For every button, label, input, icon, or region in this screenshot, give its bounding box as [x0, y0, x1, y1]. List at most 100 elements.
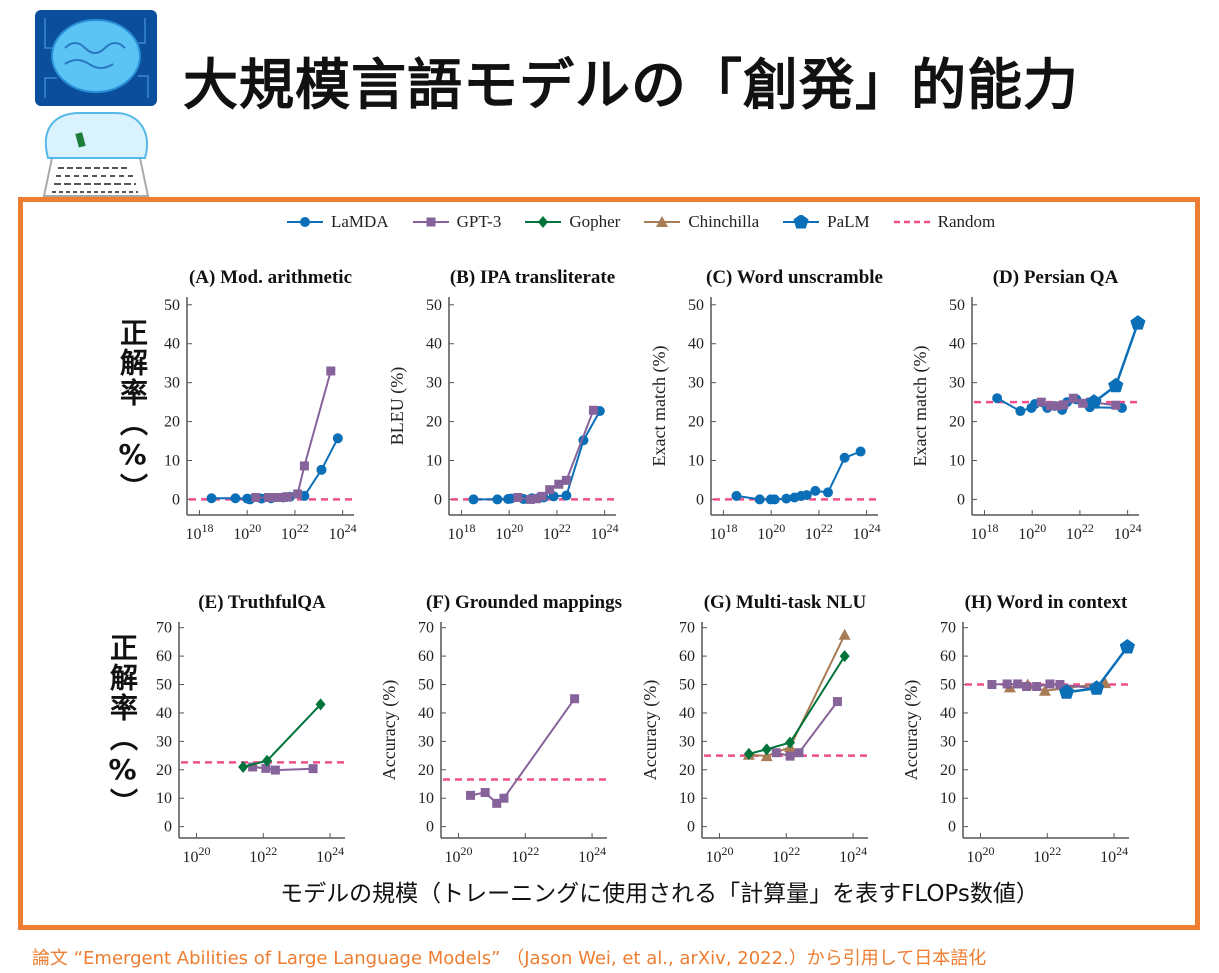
panel-title: (E) TruthfulQA	[198, 592, 326, 613]
y-tick-label: 40	[940, 705, 956, 722]
legend-label: Chinchilla	[688, 212, 760, 231]
legend-swatch	[287, 217, 323, 227]
panel-title: (G) Multi-task NLU	[704, 592, 867, 613]
data-point	[499, 793, 509, 803]
y-tick-label: 60	[940, 648, 956, 665]
brain-illustration	[35, 10, 157, 197]
y-tick-label: 20	[679, 762, 695, 779]
y-tick-label: 50	[949, 297, 965, 314]
data-point	[261, 763, 271, 773]
y-tick-label: 10	[940, 790, 956, 807]
y-tick-label: 20	[156, 762, 172, 779]
page-title: 大規模言語モデルの「創発」的能力	[183, 53, 1080, 117]
data-point	[1055, 680, 1065, 690]
data-point	[801, 490, 812, 501]
data-point	[332, 433, 343, 444]
panel-title: (C) Word unscramble	[706, 267, 883, 288]
series-gpt-3	[513, 405, 598, 504]
x-tick-label: 1022	[1033, 844, 1061, 866]
legend-item-lamda: LaMDA	[285, 212, 389, 232]
y-tick-label: 30	[688, 375, 704, 392]
x-tick-label: 1022	[249, 844, 277, 866]
x-tick-label: 1024	[1100, 844, 1128, 866]
y-tick-label: 20	[418, 762, 434, 779]
series-gopher	[238, 698, 326, 773]
y-tick-label: 0	[172, 491, 180, 508]
data-point	[987, 680, 997, 690]
series-lamda	[468, 406, 605, 505]
x-tick-label: 1020	[966, 844, 994, 866]
y-tick-label: 50	[156, 677, 172, 694]
x-tick-label: 1024	[578, 844, 606, 866]
y-tick-label: 40	[679, 705, 695, 722]
x-tick-label: 1020	[495, 521, 523, 543]
series-lamda	[731, 446, 866, 505]
legend-label: PaLM	[827, 212, 870, 231]
data-point	[1086, 394, 1102, 409]
data-point	[1038, 684, 1051, 696]
x-tick-label: 1022	[805, 521, 833, 543]
series-line	[748, 655, 846, 755]
y-tick-label: 0	[426, 819, 434, 836]
data-point	[785, 751, 795, 761]
data-point	[283, 492, 293, 502]
y-tick-label: 10	[164, 453, 180, 470]
y-side-label-bottom: 正解率（%）	[106, 633, 139, 818]
y-axis-label: Accuracy (%)	[379, 680, 400, 780]
data-point	[299, 461, 309, 471]
y-tick-label: 70	[418, 620, 434, 637]
series-palm	[1086, 315, 1146, 409]
data-point	[561, 490, 572, 501]
data-point	[754, 494, 765, 505]
data-point	[839, 650, 850, 663]
x-tick-label: 1018	[447, 521, 475, 543]
y-tick-label: 30	[940, 733, 956, 750]
legend-label: Random	[937, 212, 996, 231]
x-tick-label: 1024	[329, 521, 357, 543]
x-tick-label: 1022	[772, 844, 800, 866]
data-point	[731, 490, 742, 501]
data-point	[251, 492, 261, 502]
x-tick-label: 1018	[709, 521, 737, 543]
y-tick-label: 30	[679, 733, 695, 750]
data-point	[1078, 398, 1088, 408]
y-axis-label: Exact match (%)	[910, 346, 931, 467]
legend-item-gpt-3: GPT-3	[411, 212, 501, 232]
triangle-marker-icon	[656, 216, 669, 227]
y-tick-label: 70	[940, 620, 956, 637]
data-point	[1130, 315, 1146, 330]
figure-frame	[18, 197, 1200, 930]
data-point	[570, 694, 580, 704]
y-axis-label: BLEU (%)	[387, 367, 408, 445]
data-point	[1032, 682, 1042, 692]
pentagon-marker-icon	[793, 215, 809, 229]
y-tick-label: 10	[426, 453, 442, 470]
data-point	[532, 494, 542, 504]
data-point	[832, 697, 842, 707]
legend: LaMDA GPT-3 Gopher Chinchilla PaLM Random	[285, 212, 995, 232]
legend-swatch	[893, 220, 930, 224]
data-point	[1089, 680, 1105, 695]
circle-marker-icon	[300, 217, 310, 227]
series-gpt-3	[987, 679, 1103, 694]
y-tick-label: 20	[949, 414, 965, 431]
y-tick-label: 20	[940, 762, 956, 779]
series-gpt-3	[251, 366, 336, 502]
data-point	[1052, 401, 1062, 411]
data-point	[1068, 393, 1078, 403]
y-tick-label: 60	[679, 648, 695, 665]
data-point	[1036, 397, 1046, 407]
y-tick-label: 0	[164, 819, 172, 836]
diamond-marker-icon	[538, 216, 549, 228]
y-axis-label: Accuracy (%)	[901, 680, 922, 780]
legend-item-gopher: Gopher	[523, 212, 620, 232]
legend-item-random: Random	[892, 212, 996, 232]
x-tick-label: 1022	[1066, 521, 1094, 543]
data-point	[1046, 401, 1056, 411]
data-point	[326, 366, 336, 376]
data-point	[838, 628, 851, 640]
y-tick-label: 0	[434, 491, 442, 508]
